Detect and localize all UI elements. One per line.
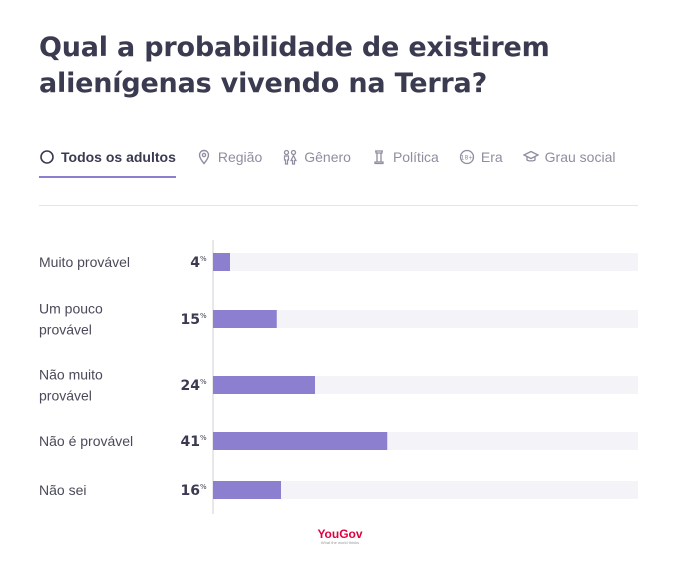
logo-tagline: What the world thinks bbox=[320, 540, 360, 545]
bar bbox=[213, 310, 277, 328]
tab-era[interactable]: 18+ Era bbox=[459, 146, 503, 168]
gender-icon bbox=[282, 149, 298, 165]
data-label: 4 bbox=[190, 255, 200, 271]
age-icon: 18+ bbox=[459, 149, 475, 165]
tab-grau-social[interactable]: Grau social bbox=[522, 146, 616, 168]
bar-track bbox=[213, 310, 638, 328]
tab-todos-os-adultos[interactable]: Todos os adultos bbox=[39, 146, 176, 178]
tab-label: Era bbox=[480, 149, 503, 165]
tab-label: Região bbox=[217, 149, 263, 165]
category-label: Um pouco bbox=[39, 301, 103, 317]
data-label: 24 bbox=[181, 378, 201, 394]
bar-track bbox=[213, 253, 638, 271]
tab-regiao[interactable]: Região bbox=[196, 146, 262, 168]
logo-text: YouGov bbox=[317, 527, 363, 541]
bar-track bbox=[213, 481, 638, 499]
category-label: provável bbox=[39, 322, 92, 338]
category-label: Não é provável bbox=[39, 433, 133, 449]
tower-icon bbox=[371, 149, 387, 165]
filter-tabs: Todos os adultos Região Gênero Política … bbox=[39, 146, 639, 178]
svg-text:18+: 18+ bbox=[461, 155, 474, 162]
chart-title: Qual a probabilidade de existirem aliení… bbox=[39, 32, 550, 99]
bar bbox=[213, 432, 388, 450]
category-label: Muito provável bbox=[39, 254, 130, 270]
bar-track bbox=[213, 376, 638, 394]
data-label-unit: % bbox=[200, 434, 207, 442]
category-label: Não sei bbox=[39, 482, 86, 498]
data-label-unit: % bbox=[200, 378, 207, 386]
tab-label: Política bbox=[392, 149, 439, 165]
tab-politica[interactable]: Política bbox=[371, 146, 439, 168]
data-label: 16 bbox=[181, 483, 200, 499]
data-label: 15 bbox=[181, 312, 200, 328]
bar bbox=[213, 376, 315, 394]
yougov-logo: YouGov What the world thinks bbox=[300, 528, 380, 546]
category-label: provável bbox=[39, 388, 92, 404]
data-label-unit: % bbox=[200, 483, 207, 491]
tab-genero[interactable]: Gênero bbox=[282, 146, 351, 168]
graduation-cap-icon bbox=[522, 149, 539, 165]
tab-label: Grau social bbox=[544, 149, 616, 165]
header-divider bbox=[39, 205, 638, 206]
data-label-unit: % bbox=[200, 312, 207, 320]
location-pin-icon bbox=[196, 149, 212, 165]
category-label: Não muito bbox=[39, 367, 103, 383]
circle-icon bbox=[39, 149, 55, 165]
data-label-unit: % bbox=[200, 255, 207, 263]
tab-label: Gênero bbox=[304, 149, 351, 165]
bar bbox=[213, 253, 230, 271]
tab-label: Todos os adultos bbox=[61, 149, 176, 165]
bar bbox=[213, 481, 281, 499]
data-label: 41 bbox=[181, 434, 200, 450]
